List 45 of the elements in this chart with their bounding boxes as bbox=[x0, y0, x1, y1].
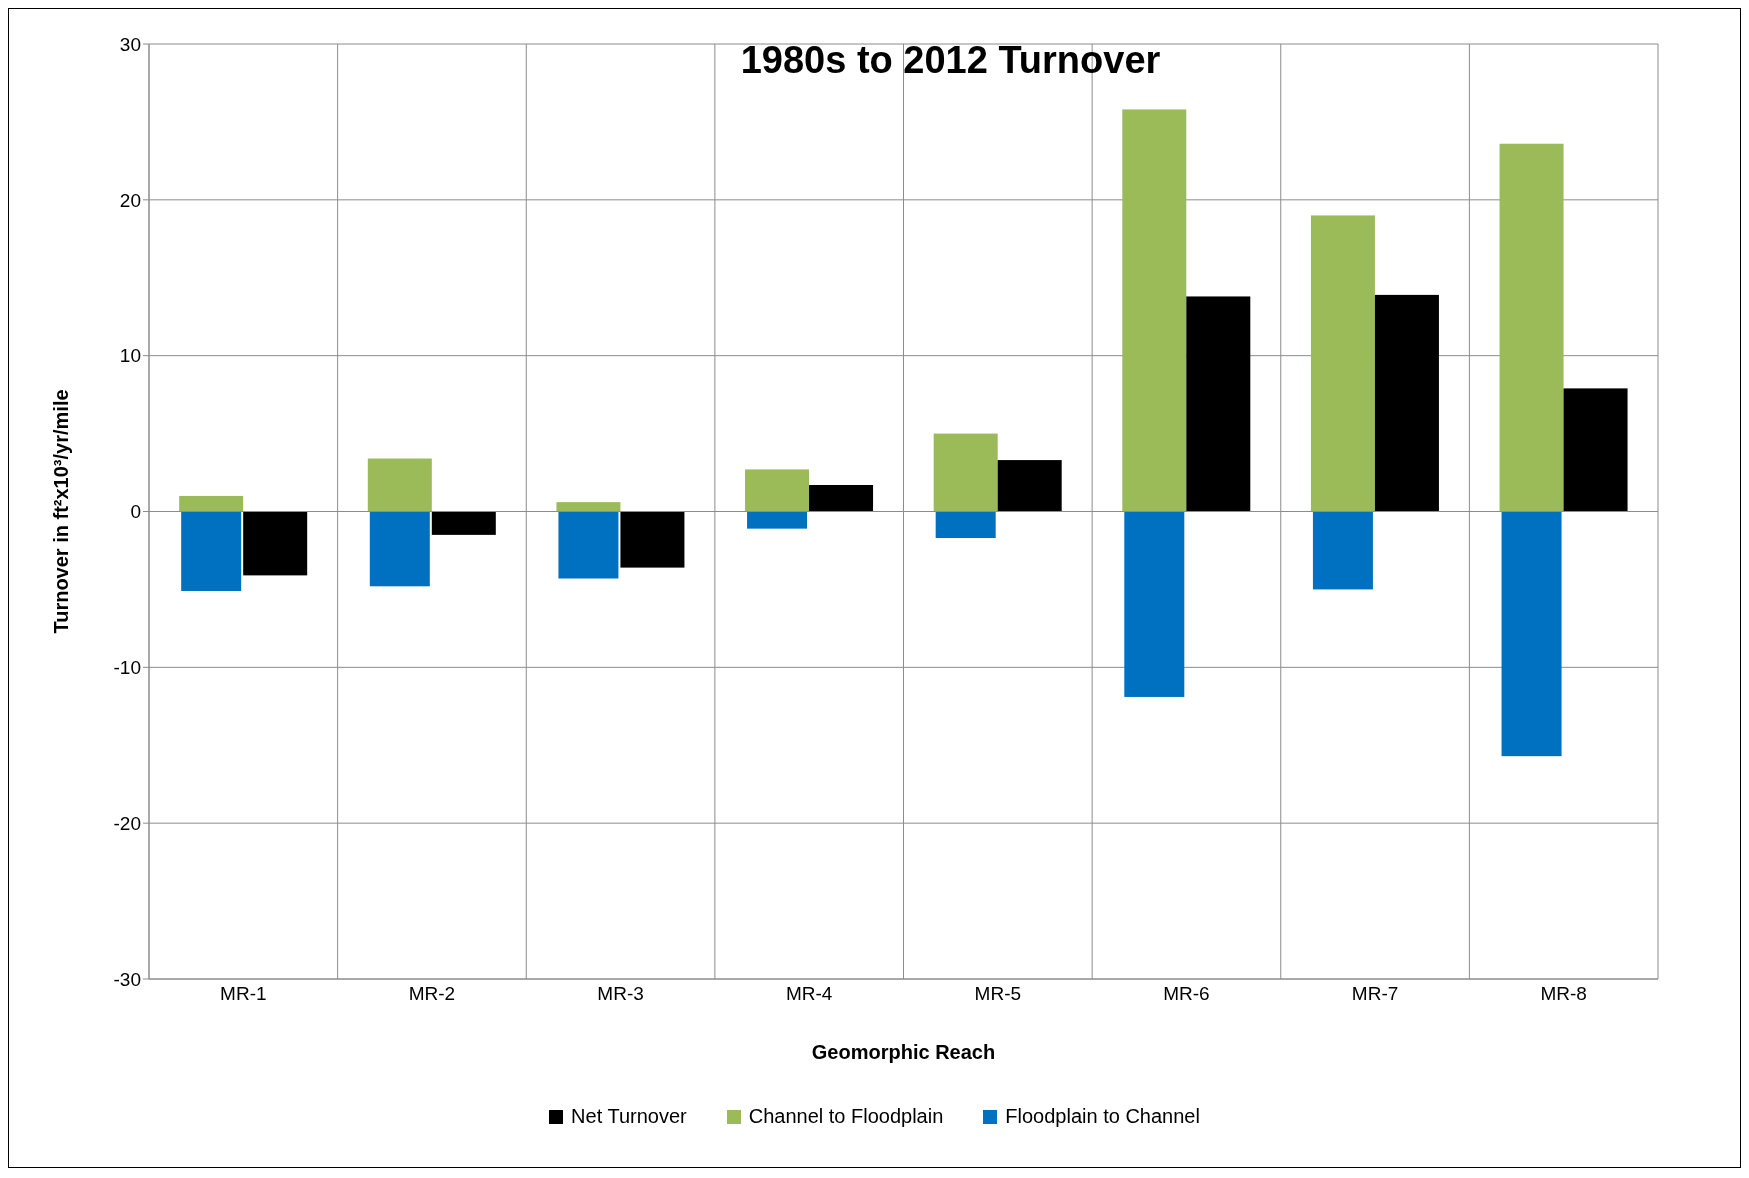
y-tick-label: 30 bbox=[119, 33, 141, 55]
bar bbox=[1374, 294, 1439, 512]
bar bbox=[1563, 388, 1628, 512]
x-tick-label: MR-6 bbox=[1163, 983, 1210, 1005]
y-tick-label: 10 bbox=[119, 345, 141, 367]
bar bbox=[1124, 511, 1185, 697]
x-tick-label: MR-4 bbox=[785, 983, 833, 1005]
bar bbox=[935, 511, 996, 538]
x-tick-label: MR-8 bbox=[1540, 983, 1587, 1005]
y-tick-label: -10 bbox=[113, 657, 141, 679]
bar bbox=[243, 511, 308, 576]
bar bbox=[1499, 143, 1564, 512]
bar bbox=[1186, 296, 1251, 512]
legend-label: Net Turnover bbox=[570, 1105, 687, 1128]
bar bbox=[1312, 511, 1373, 590]
bar bbox=[1122, 109, 1187, 512]
x-tick-label: MR-7 bbox=[1351, 983, 1399, 1005]
legend-label: Channel to Floodplain bbox=[747, 1105, 944, 1128]
bar bbox=[179, 495, 244, 512]
x-axis-title: Geomorphic Reach bbox=[811, 1041, 996, 1063]
bar bbox=[1310, 215, 1375, 512]
bar bbox=[747, 511, 808, 529]
y-tick-label: -20 bbox=[113, 812, 141, 834]
chart-title: 1980s to 2012 Turnover bbox=[740, 39, 1161, 81]
bar bbox=[181, 511, 242, 591]
bar bbox=[997, 460, 1062, 512]
bar bbox=[620, 511, 685, 568]
x-tick-label: MR-2 bbox=[408, 983, 456, 1005]
bar bbox=[558, 511, 619, 579]
bar bbox=[369, 511, 430, 587]
x-tick-label: MR-1 bbox=[220, 983, 267, 1005]
bar bbox=[745, 469, 810, 512]
y-tick-label: 20 bbox=[119, 189, 141, 211]
x-tick-label: MR-5 bbox=[974, 983, 1022, 1005]
bar bbox=[367, 458, 432, 512]
y-tick-label: -30 bbox=[113, 968, 141, 990]
bar bbox=[933, 433, 998, 512]
legend-label: Floodplain to Channel bbox=[1004, 1105, 1200, 1128]
bar bbox=[556, 502, 621, 512]
y-axis-title: Turnover in ft²x10³/yr/mile bbox=[50, 389, 73, 634]
bar bbox=[809, 485, 874, 512]
x-tick-label: MR-3 bbox=[597, 983, 644, 1005]
y-tick-label: 0 bbox=[130, 501, 141, 523]
bar bbox=[431, 511, 496, 535]
bar bbox=[1501, 511, 1562, 757]
